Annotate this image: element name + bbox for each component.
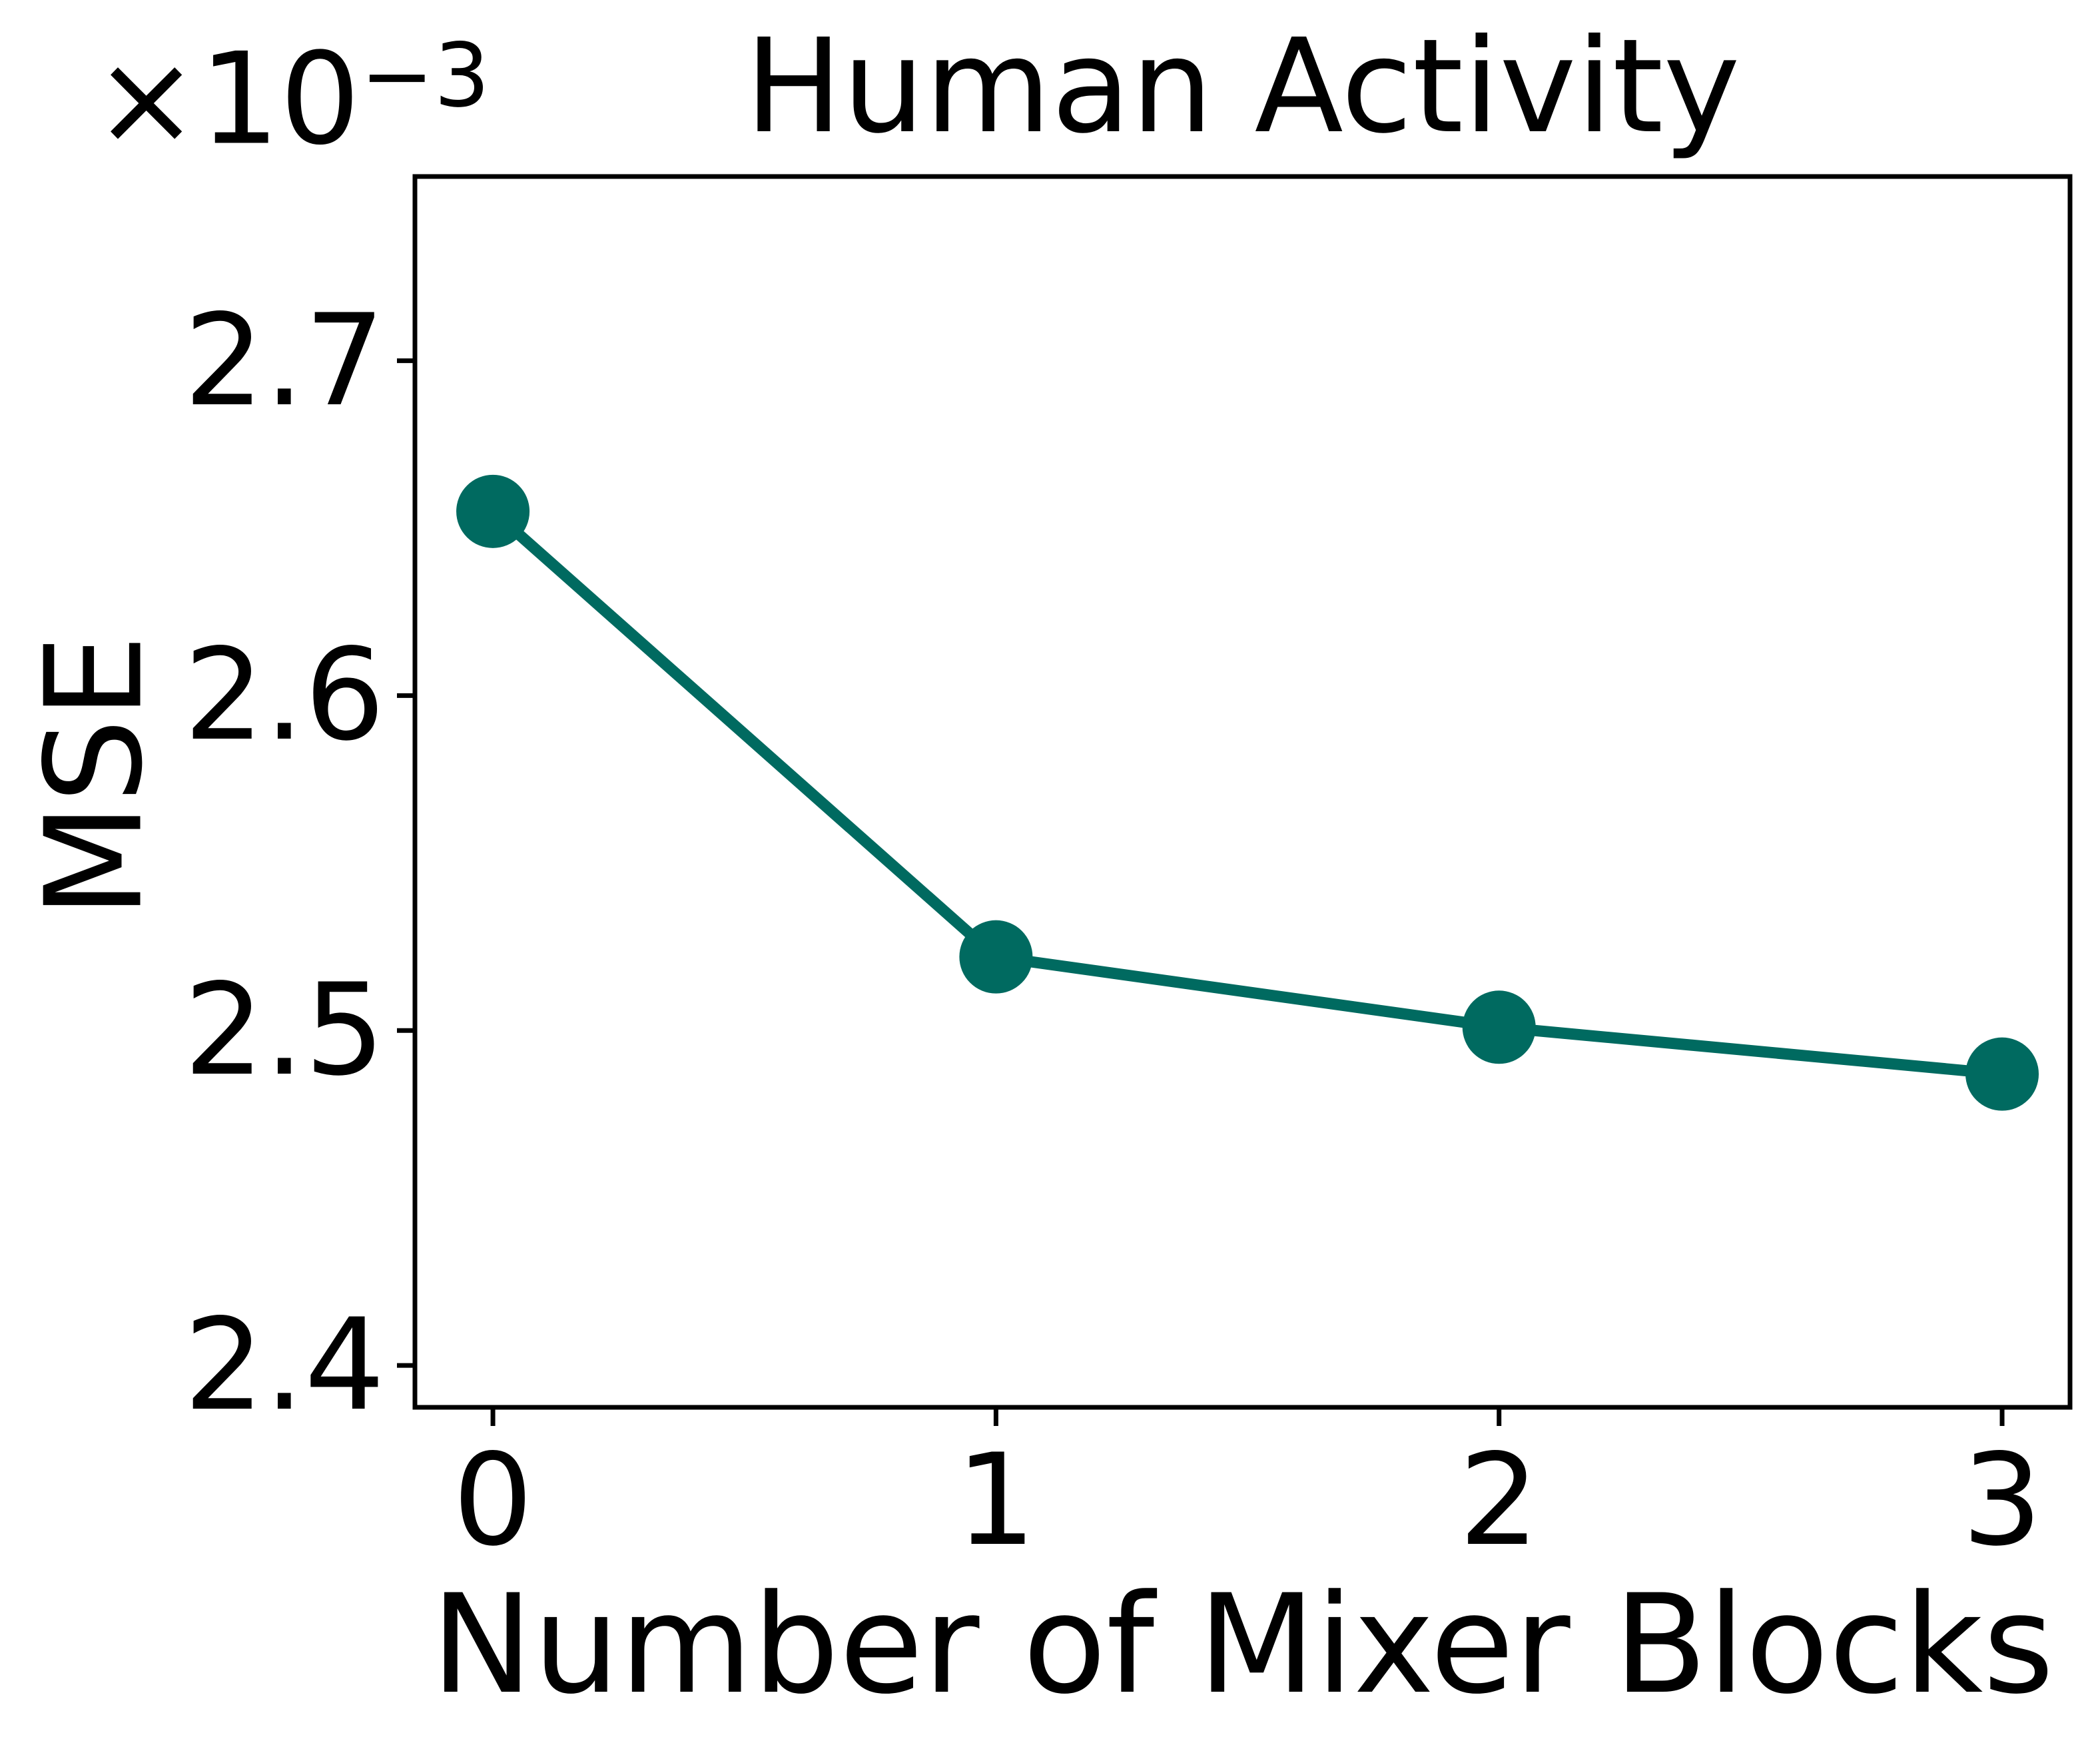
x-tick-label: 3 — [1961, 1427, 2043, 1574]
x-tick-label: 2 — [1459, 1427, 1540, 1574]
y-axis-offset-text: ×10−3 — [93, 32, 490, 163]
data-point-marker — [959, 920, 1033, 994]
y-tick-label: 2.7 — [183, 286, 385, 434]
y-tick-label: 2.4 — [183, 1291, 385, 1439]
y-tick-label: 2.6 — [183, 621, 385, 769]
offset-exponent: −3 — [360, 25, 490, 127]
data-point-marker — [1965, 1037, 2039, 1111]
y-tick-label: 2.5 — [183, 956, 385, 1104]
x-tick-label: 1 — [955, 1427, 1036, 1574]
data-point-marker — [456, 474, 530, 548]
x-axis-label: Number of Mixer Blocks — [430, 1566, 2055, 1724]
data-point-marker — [1462, 990, 1536, 1064]
y-axis-label: MSE — [17, 634, 173, 918]
plot-frame — [412, 174, 2073, 1410]
offset-base: ×10 — [93, 25, 360, 173]
x-tick-label: 0 — [452, 1427, 533, 1574]
chart-title: Human Activity — [745, 11, 1740, 162]
line-series — [489, 507, 2003, 1080]
